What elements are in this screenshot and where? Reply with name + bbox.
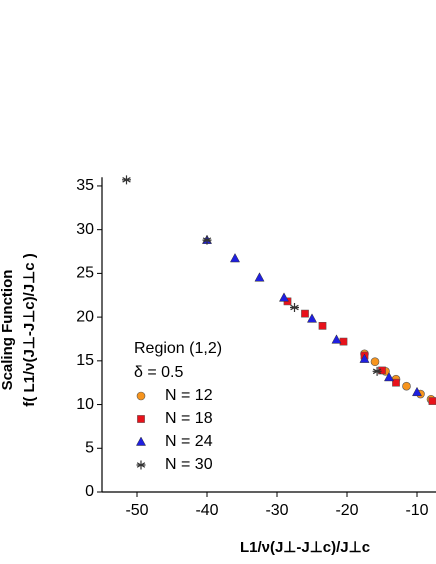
y-tick-label: 30 bbox=[76, 221, 94, 238]
y-tick-label: 20 bbox=[76, 308, 94, 325]
marker bbox=[254, 272, 265, 282]
legend-label: N = 24 bbox=[165, 433, 213, 450]
marker bbox=[301, 309, 309, 318]
marker bbox=[428, 397, 436, 405]
y-tick-label: 5 bbox=[85, 439, 94, 456]
marker bbox=[402, 381, 411, 391]
x-tick-label: -40 bbox=[195, 502, 218, 519]
marker bbox=[229, 252, 241, 263]
legend-label: N = 18 bbox=[165, 410, 213, 427]
legend-marker bbox=[137, 415, 145, 423]
marker bbox=[392, 378, 400, 387]
legend-label: N = 12 bbox=[165, 387, 213, 404]
legend-label: N = 30 bbox=[165, 456, 213, 473]
x-tick-label: -20 bbox=[335, 502, 358, 519]
marker bbox=[122, 175, 131, 185]
legend-subtitle: δ = 0.5 bbox=[134, 364, 183, 381]
marker bbox=[202, 235, 212, 245]
x-tick-label: -50 bbox=[125, 502, 148, 519]
marker bbox=[411, 386, 423, 397]
y-axis-label: Scaling Function bbox=[0, 270, 16, 391]
marker bbox=[359, 353, 370, 363]
marker bbox=[370, 357, 380, 367]
marker bbox=[331, 334, 342, 344]
x-axis-label: L1/ν(J⊥-J⊥c)/J⊥c bbox=[240, 539, 370, 556]
marker bbox=[290, 302, 299, 312]
x-tick-label: -10 bbox=[405, 502, 428, 519]
y-axis-label: f( L1/ν(J⊥-J⊥c)/J⊥c ) bbox=[21, 253, 38, 406]
legend-marker bbox=[136, 391, 146, 401]
legend-marker bbox=[135, 436, 147, 446]
marker bbox=[318, 322, 327, 330]
marker bbox=[278, 292, 290, 302]
marker bbox=[339, 337, 348, 346]
y-tick-label: 0 bbox=[85, 483, 94, 500]
legend-title: Region (1,2) bbox=[134, 340, 222, 357]
y-tick-label: 35 bbox=[76, 177, 94, 194]
y-tick-label: 15 bbox=[76, 352, 94, 369]
y-tick-label: 10 bbox=[76, 396, 94, 413]
x-tick-label: -30 bbox=[265, 502, 288, 519]
marker bbox=[383, 371, 395, 382]
marker bbox=[306, 313, 318, 323]
legend-marker bbox=[136, 460, 146, 470]
y-tick-label: 25 bbox=[76, 265, 94, 282]
marker bbox=[372, 366, 382, 376]
